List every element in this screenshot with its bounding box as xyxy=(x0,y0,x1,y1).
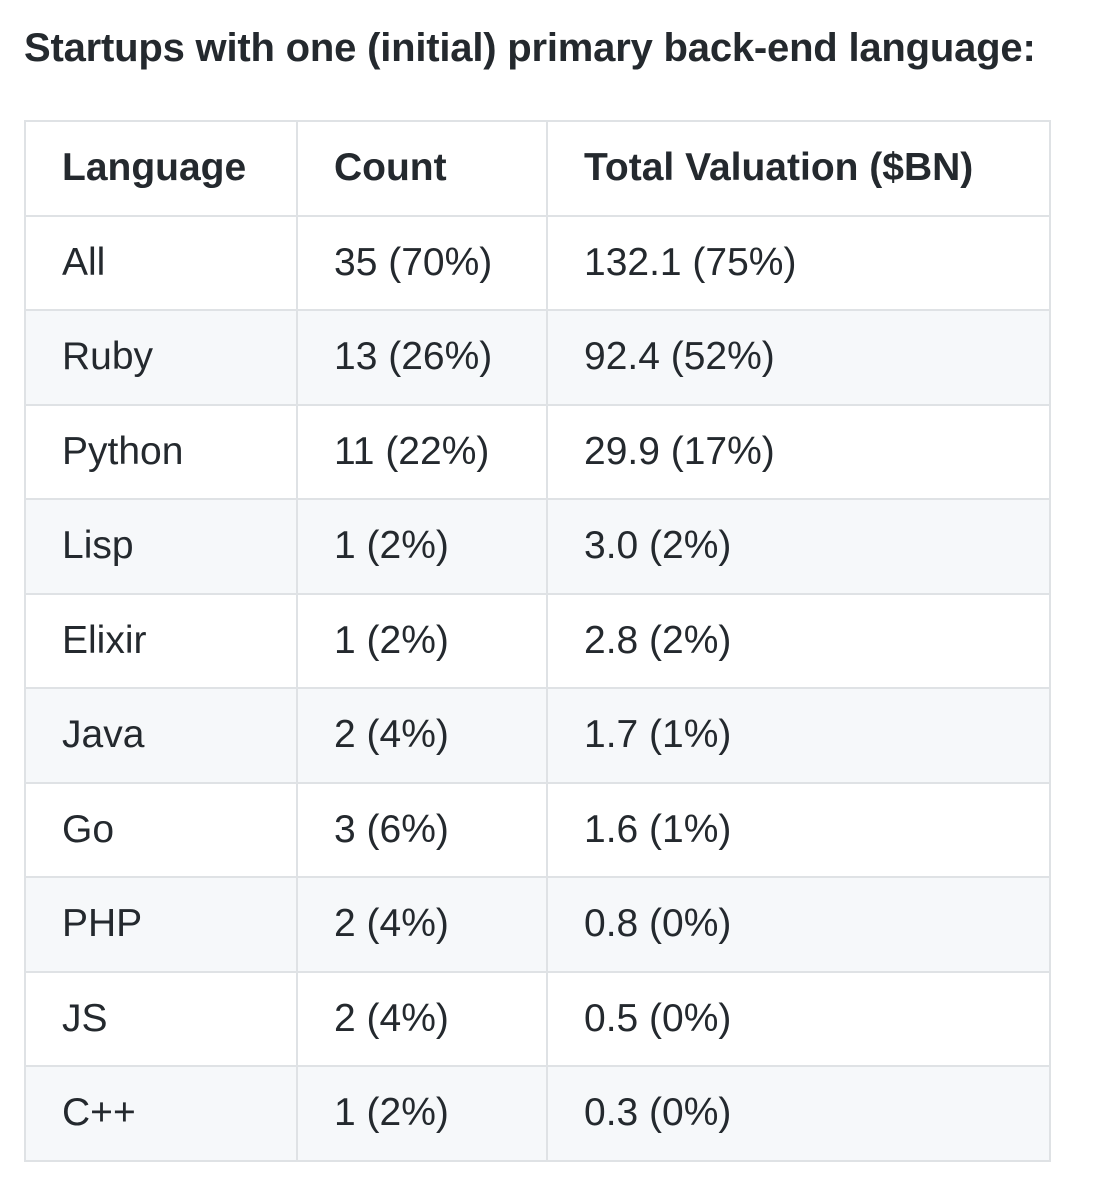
table-row: Java 2 (4%) 1.7 (1%) xyxy=(24,687,1051,784)
language-cell: PHP xyxy=(24,876,298,973)
count-cell: 2 (4%) xyxy=(296,876,548,973)
count-cell: 3 (6%) xyxy=(296,781,548,878)
count-cell: 2 (4%) xyxy=(296,687,548,784)
table-row: JS 2 (4%) 0.5 (0%) xyxy=(24,970,1051,1067)
table-row: Python 11 (22%) 29.9 (17%) xyxy=(24,403,1051,500)
valuation-cell: 1.6 (1%) xyxy=(546,781,1051,878)
valuation-cell: 0.5 (0%) xyxy=(546,970,1051,1067)
valuation-cell: 0.8 (0%) xyxy=(546,876,1051,973)
valuation-cell: 2.8 (2%) xyxy=(546,592,1051,689)
count-cell: 1 (2%) xyxy=(296,1065,548,1162)
table-row: C++ 1 (2%) 0.3 (0%) xyxy=(24,1065,1051,1162)
count-cell: 1 (2%) xyxy=(296,592,548,689)
count-cell: 1 (2%) xyxy=(296,498,548,595)
valuation-cell: 1.7 (1%) xyxy=(546,687,1051,784)
table-row: Lisp 1 (2%) 3.0 (2%) xyxy=(24,498,1051,595)
language-cell: Ruby xyxy=(24,309,298,406)
language-cell: All xyxy=(24,214,298,311)
valuation-cell: 3.0 (2%) xyxy=(546,498,1051,595)
language-cell: Python xyxy=(24,403,298,500)
table-row: All 35 (70%) 132.1 (75%) xyxy=(24,214,1051,311)
table-header-row: Language Count Total Valuation ($BN) xyxy=(24,120,1051,217)
page-title: Startups with one (initial) primary back… xyxy=(24,26,1036,70)
language-table: Language Count Total Valuation ($BN) All… xyxy=(24,120,1051,1162)
valuation-cell: 29.9 (17%) xyxy=(546,403,1051,500)
language-cell: Elixir xyxy=(24,592,298,689)
column-header-count: Count xyxy=(296,120,548,217)
count-cell: 11 (22%) xyxy=(296,403,548,500)
table-row: Ruby 13 (26%) 92.4 (52%) xyxy=(24,309,1051,406)
column-header-language: Language xyxy=(24,120,298,217)
language-cell: Go xyxy=(24,781,298,878)
count-cell: 35 (70%) xyxy=(296,214,548,311)
language-cell: Lisp xyxy=(24,498,298,595)
count-cell: 2 (4%) xyxy=(296,970,548,1067)
count-cell: 13 (26%) xyxy=(296,309,548,406)
table-row: Go 3 (6%) 1.6 (1%) xyxy=(24,781,1051,878)
language-cell: Java xyxy=(24,687,298,784)
language-cell: JS xyxy=(24,970,298,1067)
valuation-cell: 0.3 (0%) xyxy=(546,1065,1051,1162)
language-cell: C++ xyxy=(24,1065,298,1162)
valuation-cell: 132.1 (75%) xyxy=(546,214,1051,311)
column-header-total-valuation: Total Valuation ($BN) xyxy=(546,120,1051,217)
valuation-cell: 92.4 (52%) xyxy=(546,309,1051,406)
table-row: Elixir 1 (2%) 2.8 (2%) xyxy=(24,592,1051,689)
table-row: PHP 2 (4%) 0.8 (0%) xyxy=(24,876,1051,973)
